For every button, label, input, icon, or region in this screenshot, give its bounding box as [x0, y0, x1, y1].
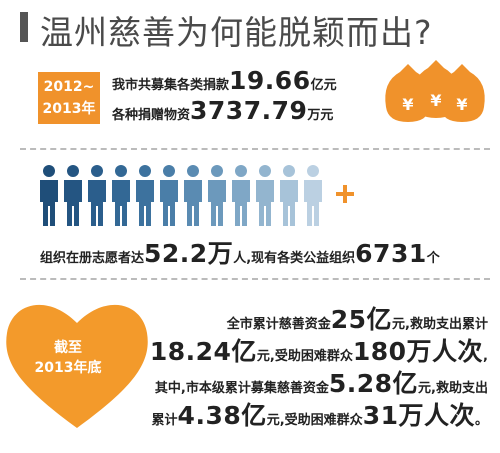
person-icon-part [208, 180, 226, 226]
summary-line: 18.24亿元,受助困难群众180万人次, [150, 332, 488, 368]
highlight-number: 5.28亿 [328, 369, 419, 398]
person-icon-part [336, 185, 354, 203]
text: 元,受助困难群众 [266, 413, 363, 428]
person-icon-part [232, 180, 250, 226]
heart-line: 2013年底 [34, 360, 102, 376]
person-icon-part [163, 165, 175, 177]
text: 累计 [151, 413, 178, 428]
person-icon-part [160, 180, 178, 226]
person-icon-part [256, 180, 274, 226]
period-line: 2013年 [42, 101, 96, 117]
volunteer-line: 组织在册志愿者达52.2万人,现有各类公益组织6731个 [40, 234, 440, 270]
text: 其中,市本级累计募集慈善资金 [154, 381, 329, 396]
summary-line: 其中,市本级累计募集慈善资金5.28亿元,救助支出 [155, 364, 488, 400]
person-icon-part [304, 180, 322, 226]
highlight-number: 31万人次 [362, 401, 475, 430]
period-line: 2012~ [43, 79, 95, 95]
person-icon-part [211, 165, 223, 177]
text: 元,受助困难群众 [256, 349, 353, 364]
people-icons [40, 165, 354, 226]
separator [20, 148, 490, 150]
heart-label: 截至 2013年底 [18, 338, 118, 378]
svg-text:¥: ¥ [402, 95, 413, 114]
person-icon-part [67, 165, 79, 177]
highlight-number: 25亿 [330, 305, 393, 334]
heart [6, 304, 148, 428]
text: , [483, 349, 488, 364]
summary-line: 累计4.38亿元,受助困难群众31万人次。 [152, 396, 488, 432]
text: 人,现有各类公益组织 [233, 251, 356, 266]
highlight-number: 6731 [355, 239, 427, 268]
person-icon-part [283, 165, 295, 177]
svg-text:¥: ¥ [456, 95, 467, 114]
title: 温州慈善为何能脱颖而出? [40, 13, 433, 52]
person-icon-part [307, 165, 319, 177]
person-icon-part [259, 165, 271, 177]
text: 元,救助支出累计 [392, 317, 488, 332]
highlight-number: 4.38亿 [177, 401, 267, 430]
person-icon-part [91, 165, 103, 177]
person-icon-part [235, 165, 247, 177]
text: 。 [474, 413, 488, 428]
separator [20, 278, 490, 280]
person-icon-part [280, 180, 298, 226]
person-icon-part [184, 180, 202, 226]
text: 个 [426, 251, 440, 266]
text: 我市共募集各类捐款 [112, 78, 230, 93]
person-icon-part [112, 180, 130, 226]
text: 元,救助支出 [418, 381, 488, 396]
heart-line: 截至 [54, 340, 82, 356]
person-icon-part [187, 165, 199, 177]
highlight-number: 52.2万 [144, 239, 234, 268]
svg-text:¥: ¥ [430, 91, 441, 110]
person-icon-part [43, 165, 55, 177]
highlight-number: 19.66 [229, 66, 311, 95]
highlight-number: 18.24亿 [149, 337, 257, 366]
text: 万元 [307, 108, 334, 123]
highlight-number: 3737.79 [190, 96, 308, 125]
donation-line: 各种捐赠物资3737.79万元 [112, 96, 333, 125]
text: 各种捐赠物资 [112, 108, 191, 123]
text: 亿元 [310, 78, 337, 93]
person-icon-part [139, 165, 151, 177]
summary-line: 全市累计慈善资金25亿元,救助支出累计 [227, 300, 488, 336]
person-icon-part [64, 180, 82, 226]
person-icon-part [115, 165, 127, 177]
person-icon-part [40, 180, 58, 226]
person-icon-part [136, 180, 154, 226]
period-box: 2012~ 2013年 [38, 72, 100, 124]
highlight-number: 180万人次 [352, 337, 484, 366]
title-bar [20, 12, 28, 42]
text: 全市累计慈善资金 [226, 317, 331, 332]
text: 组织在册志愿者达 [40, 251, 145, 266]
money-bags: ¥ ¥ ¥ [385, 60, 485, 122]
donation-line: 我市共募集各类捐款19.66亿元 [112, 66, 337, 95]
person-icon-part [88, 180, 106, 226]
